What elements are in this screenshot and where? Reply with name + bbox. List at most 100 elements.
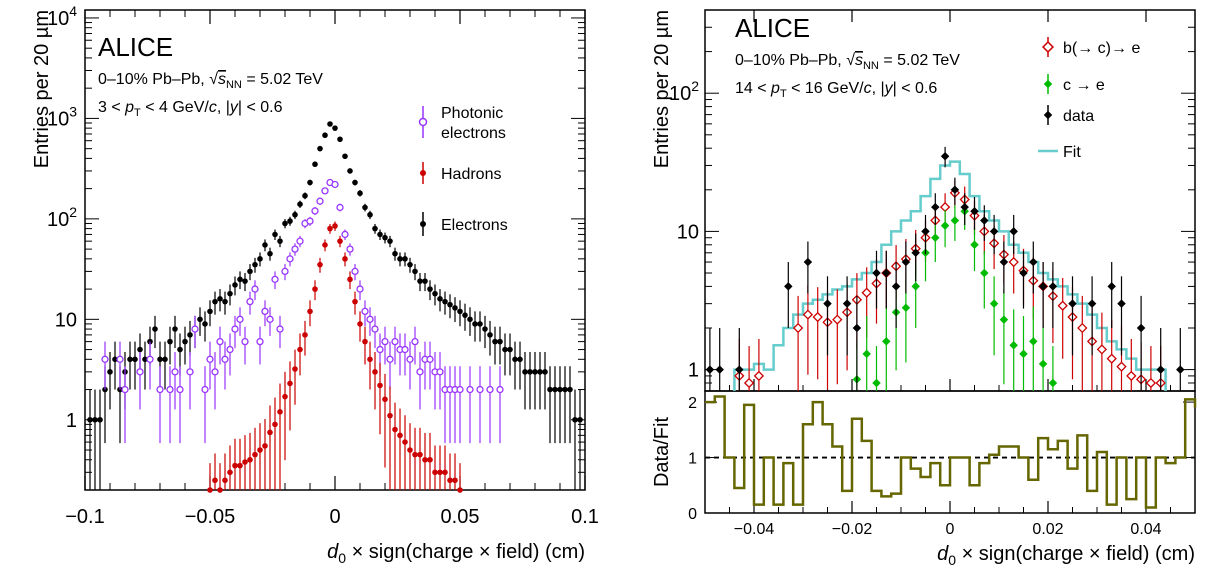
legend-data-label: data	[1063, 108, 1094, 125]
point-c-to-e	[989, 276, 999, 356]
point-electrons	[302, 192, 308, 200]
marker-electrons	[127, 356, 133, 363]
marker-data	[784, 282, 793, 291]
point-photonic-electrons	[241, 326, 249, 365]
marker-hadrons	[297, 346, 303, 353]
point-photonic-electrons	[171, 351, 179, 410]
point-photonic-electrons	[346, 243, 354, 256]
left-y-axis-title: Entries per 20 µm	[31, 10, 53, 168]
marker-electrons	[357, 190, 363, 197]
marker-hadrons	[452, 477, 458, 484]
point-data	[735, 327, 744, 391]
marker-electrons	[337, 136, 343, 143]
marker-electrons	[97, 416, 103, 423]
point-hadrons	[387, 386, 393, 490]
marker-electrons	[417, 278, 423, 284]
point-electrons	[172, 315, 178, 349]
marker-hadrons	[377, 382, 383, 389]
right-data-layer	[705, 146, 1197, 509]
point-b-to-e	[1057, 277, 1068, 359]
point-hadrons	[377, 362, 383, 435]
marker-hadrons	[352, 298, 358, 305]
point-electrons	[212, 291, 218, 315]
marker-electrons	[457, 308, 463, 315]
point-electrons	[507, 333, 513, 376]
point-electrons	[97, 389, 103, 490]
point-photonic-electrons	[361, 300, 369, 327]
marker-electrons	[87, 416, 93, 423]
marker-electrons	[142, 356, 148, 363]
marker-c-to-e	[1019, 349, 1028, 359]
marker-hadrons	[232, 462, 238, 469]
marker-hadrons	[287, 380, 293, 387]
marker-photonic-electrons	[311, 207, 319, 215]
point-hadrons	[247, 432, 253, 490]
marker-b-to-e	[1077, 322, 1088, 334]
point-electrons	[217, 289, 223, 312]
point-electrons	[472, 311, 478, 342]
point-c-to-e	[872, 346, 881, 391]
marker-photonic-electrons	[411, 337, 419, 346]
marker-electrons	[547, 386, 553, 393]
marker-electrons	[282, 220, 288, 227]
point-electrons	[127, 341, 133, 390]
marker-electrons	[162, 356, 168, 363]
point-electrons	[512, 341, 518, 390]
marker-data	[901, 257, 911, 267]
marker-photonic-electrons	[381, 337, 389, 346]
marker-electrons	[137, 346, 143, 353]
marker-hadrons	[417, 451, 423, 458]
marker-photonic-electrons	[276, 325, 284, 333]
point-hadrons	[232, 438, 238, 490]
marker-c-to-e	[911, 282, 920, 291]
marker-data	[1107, 282, 1116, 291]
left-x-axis-title: d0 × sign(charge × field) (cm)	[327, 541, 585, 566]
point-electrons	[442, 291, 448, 315]
point-electrons	[92, 389, 98, 490]
point-hadrons	[447, 453, 453, 490]
left-x-tick-label: −0.05	[185, 506, 236, 528]
point-data	[901, 241, 911, 294]
marker-electrons	[427, 286, 433, 292]
point-photonic-electrons	[201, 366, 209, 444]
point-electrons	[237, 271, 243, 290]
point-photonic-electrons	[386, 341, 394, 390]
point-electrons	[377, 229, 383, 240]
point-electrons	[517, 341, 523, 390]
point-electrons	[342, 153, 348, 160]
point-hadrons	[327, 223, 333, 234]
marker-b-to-e	[832, 314, 843, 325]
marker-data	[1156, 365, 1165, 374]
point-electrons	[142, 341, 148, 390]
point-hadrons	[217, 463, 223, 493]
point-electrons	[267, 247, 273, 261]
point-photonic-electrons	[246, 291, 254, 315]
point-data	[852, 295, 862, 391]
marker-electrons	[187, 332, 193, 338]
point-data	[1087, 276, 1097, 356]
point-hadrons	[297, 333, 303, 376]
point-photonic-electrons	[291, 243, 299, 256]
point-electrons	[457, 300, 463, 327]
point-photonic-electrons	[251, 280, 259, 301]
marker-data	[872, 268, 881, 278]
left-panel: −0.1 −0.05 0 0.05 0.1 1 10 102 103 104 ALICE 0–10…	[31, 3, 599, 566]
point-electrons	[182, 326, 188, 365]
left-system-label: 0–10% Pb–Pb, √sNN = 5.02 TeV	[98, 71, 323, 91]
marker-electrons	[222, 298, 228, 305]
marker-electrons	[577, 416, 583, 423]
right-x-tick-label: −0.04	[734, 521, 775, 538]
point-data	[999, 241, 1009, 294]
point-photonic-electrons	[186, 351, 194, 410]
marker-photonic-electrons	[241, 337, 249, 346]
point-hadrons	[307, 300, 313, 327]
marker-photonic-electrons	[296, 237, 304, 245]
point-hadrons	[397, 408, 403, 490]
marker-photonic-electrons	[391, 337, 399, 346]
marker-photonic-electrons	[306, 217, 314, 225]
marker-c-to-e	[980, 268, 989, 278]
marker-hadrons	[217, 487, 223, 493]
point-data	[872, 250, 881, 309]
point-c-to-e	[1009, 309, 1018, 391]
marker-hadrons	[267, 429, 273, 436]
